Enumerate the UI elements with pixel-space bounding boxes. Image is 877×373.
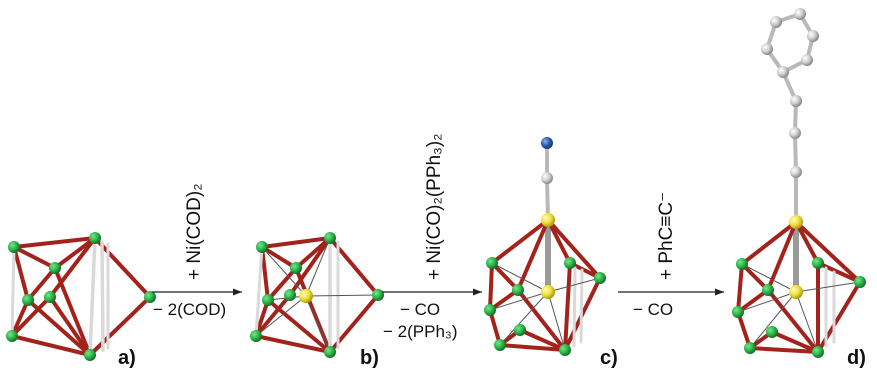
byproduct-step-2-b: − 2(PPh₃) <box>383 322 457 341</box>
cluster-b <box>250 232 384 358</box>
panel-label-c: c) <box>600 347 618 369</box>
reagent-step-3: + PhC≡C⁻ <box>656 192 677 280</box>
ni-atom-d-top <box>789 215 803 229</box>
reagent-step-1: + Ni(COD)₂ <box>184 183 205 280</box>
byproduct-step-2-a: − CO <box>400 300 440 319</box>
ni-atom-c-top <box>541 213 555 227</box>
cluster-a-bonds <box>10 236 152 357</box>
byproduct-step-1: − 2(COD) <box>153 300 226 319</box>
cluster-d-atoms <box>732 8 866 358</box>
reagent-step-2: + Ni(CO)₂(PPh₃)₂ <box>424 133 445 280</box>
panel-label-a: a) <box>118 347 136 369</box>
o-atom-c <box>541 137 553 149</box>
cluster-b-atoms <box>250 232 384 358</box>
cluster-c-bonds <box>488 218 602 352</box>
ni-atom-b <box>299 289 313 303</box>
cluster-a-atoms <box>6 232 156 361</box>
byproduct-step-3: − CO <box>633 300 673 319</box>
cluster-c <box>484 137 606 356</box>
cluster-d-bonds <box>736 220 862 354</box>
ni-atom-d-inner <box>789 285 803 299</box>
panel-label-b: b) <box>360 347 379 369</box>
cluster-d <box>732 8 866 358</box>
cluster-b-bonds <box>254 236 380 354</box>
ni-atom-c-inner <box>541 285 555 299</box>
cluster-c-atoms <box>484 137 606 356</box>
panel-label-d: d) <box>847 347 866 369</box>
cluster-a <box>6 232 156 361</box>
